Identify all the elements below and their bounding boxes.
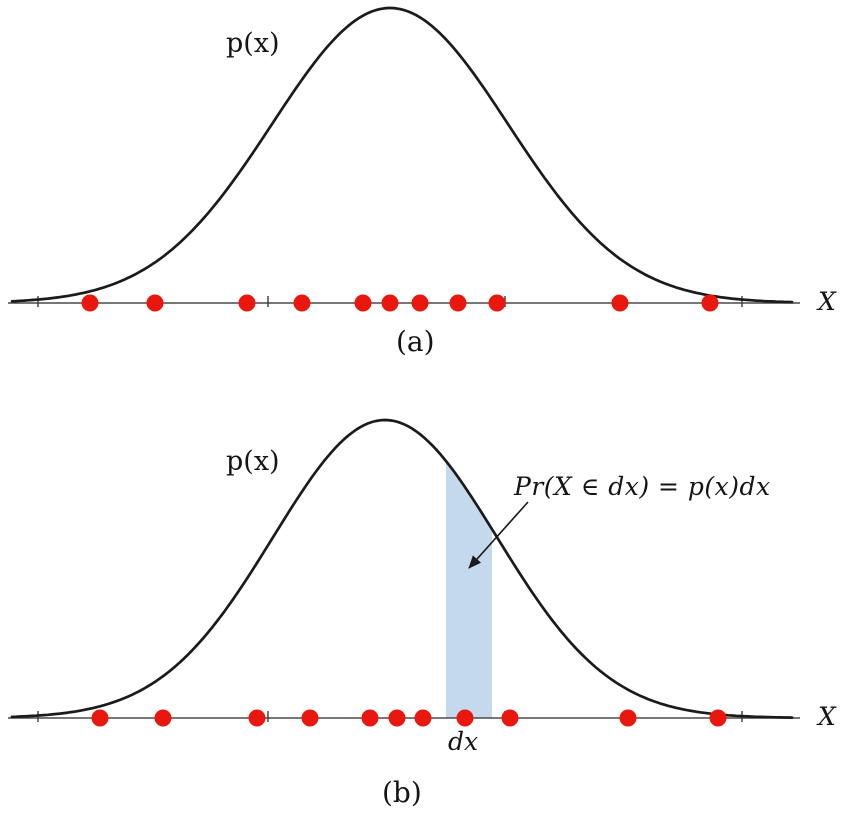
sample-dot	[411, 294, 429, 312]
probability-annotation: Pr(X ∈ dx) = p(x)dx	[514, 472, 771, 501]
sample-dot	[238, 294, 256, 312]
caption-b: (b)	[382, 776, 422, 809]
sample-dot	[381, 294, 399, 312]
sample-dot	[701, 294, 719, 312]
sample-dot	[146, 294, 164, 312]
sample-dot	[361, 709, 379, 727]
sample-dot	[354, 294, 372, 312]
sample-dot	[449, 294, 467, 312]
pdf-label-a: p(x)	[226, 28, 280, 59]
sample-dot	[414, 709, 432, 727]
dx-shaded-region	[446, 461, 492, 718]
sample-dot	[301, 709, 319, 727]
x-axis-label-a: X	[818, 287, 836, 316]
dx-label: dx	[448, 727, 479, 756]
sample-dot	[709, 709, 727, 727]
density-curve-a	[10, 6, 794, 304]
sample-dot	[501, 709, 519, 727]
pdf-label-b: p(x)	[226, 446, 280, 477]
sample-dot	[293, 294, 311, 312]
sample-dot	[456, 709, 474, 727]
sample-dot	[388, 709, 406, 727]
density-curve-b	[10, 418, 794, 719]
sample-dot	[619, 709, 637, 727]
sample-dot	[248, 709, 266, 727]
sample-dot	[611, 294, 629, 312]
panel-b	[8, 418, 800, 727]
sample-dot	[91, 709, 109, 727]
annotation-arrow	[468, 501, 529, 569]
sample-dot	[81, 294, 99, 312]
sample-dot	[154, 709, 172, 727]
panel-a	[8, 6, 800, 312]
sample-dot	[488, 294, 506, 312]
x-axis-label-b: X	[818, 702, 836, 731]
caption-a: (a)	[396, 325, 435, 358]
